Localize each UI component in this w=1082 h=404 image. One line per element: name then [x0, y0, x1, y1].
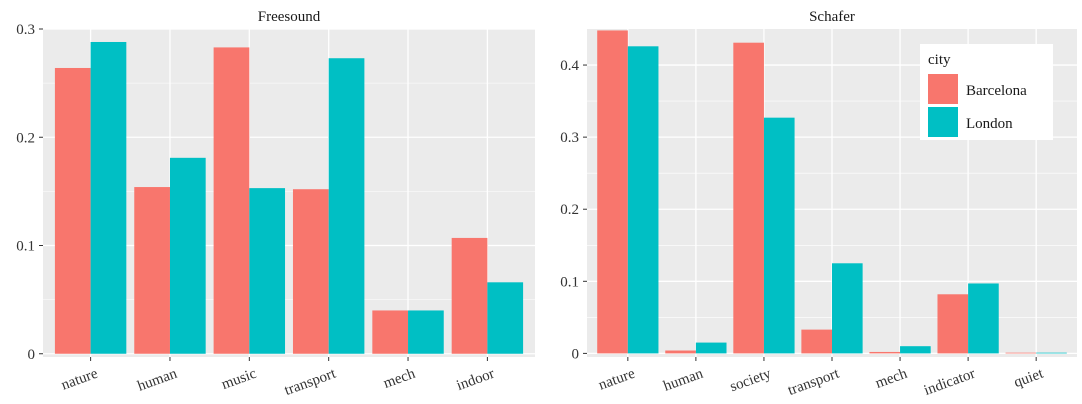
- y-tick-label: 0.2: [560, 202, 579, 218]
- bar-london-mech: [900, 346, 931, 354]
- bar-london-nature: [627, 46, 659, 354]
- x-tick-label-quiet: quiet: [1012, 365, 1046, 391]
- bar-barcelona-mech: [869, 351, 901, 354]
- bar-london-human: [169, 157, 206, 354]
- bar-london-mech: [408, 310, 444, 354]
- bar-barcelona-human: [134, 187, 170, 354]
- x-tick-label-mech: mech: [873, 366, 909, 392]
- bar-barcelona-music: [213, 47, 250, 354]
- bar-barcelona-mech: [372, 310, 409, 354]
- bar-barcelona-human: [665, 350, 696, 354]
- panel-title: Freesound: [258, 9, 321, 25]
- y-tick-label: 0: [28, 347, 36, 363]
- bar-london-human: [695, 342, 727, 354]
- x-tick-label-music: music: [220, 366, 259, 393]
- bar-london-transport: [832, 263, 863, 354]
- x-tick-label-indicator: indicator: [922, 366, 978, 399]
- bar-barcelona-indoor: [451, 237, 488, 354]
- legend-label-london: London: [966, 116, 1013, 132]
- x-tick-label-transport: transport: [282, 365, 338, 399]
- freesound-panel: 0 0.1 0.2 0.3 nature human music transport mech i…: [16, 9, 535, 399]
- x-tick-label-transport: transport: [786, 365, 842, 399]
- legend-key-london: [928, 107, 958, 137]
- bar-london-quiet: [1036, 352, 1067, 354]
- x-tick-label-human: human: [135, 366, 179, 395]
- bar-barcelona-transport: [801, 329, 832, 354]
- y-tick-label: 0: [572, 346, 580, 362]
- bar-barcelona-nature: [54, 67, 91, 354]
- y-tick-label: 0.3: [16, 22, 35, 38]
- bar-london-indoor: [968, 283, 999, 354]
- x-tick-label-indoor: indoor: [454, 366, 496, 394]
- bar-london-nature: [90, 41, 127, 354]
- x-tick-label-nature: nature: [597, 366, 638, 394]
- x-tick-label-nature: nature: [59, 366, 100, 394]
- y-tick-label: 0.4: [560, 58, 579, 74]
- bar-barcelona-quiet: [1005, 352, 1037, 354]
- x-tick-label-human: human: [661, 366, 705, 395]
- x-tick-label-mech: mech: [381, 366, 417, 392]
- y-tick-label: 0.3: [560, 130, 579, 146]
- panel-title: Schafer: [809, 9, 855, 25]
- legend-title: city: [928, 52, 951, 68]
- bar-london-transport: [328, 58, 365, 354]
- y-tick-label: 0.1: [560, 274, 579, 290]
- bar-london-indoor: [487, 282, 524, 354]
- schafer-panel: 0 0.1 0.2 0.3 0.4 nature human society transport…: [560, 9, 1077, 399]
- bar-barcelona-society: [733, 42, 764, 354]
- bar-barcelona-nature: [597, 30, 628, 354]
- legend-key-barcelona: [928, 74, 958, 104]
- y-tick-label: 0.1: [16, 239, 35, 255]
- bar-barcelona-indoor: [937, 294, 969, 354]
- bar-barcelona-transport: [292, 189, 329, 354]
- legend-label-barcelona: Barcelona: [966, 83, 1027, 99]
- x-tick-label-society: society: [728, 366, 774, 396]
- legend: city Barcelona London: [920, 44, 1053, 140]
- bar-london-society: [763, 117, 795, 354]
- bar-london-music: [249, 188, 286, 354]
- y-tick-label: 0.2: [16, 130, 35, 146]
